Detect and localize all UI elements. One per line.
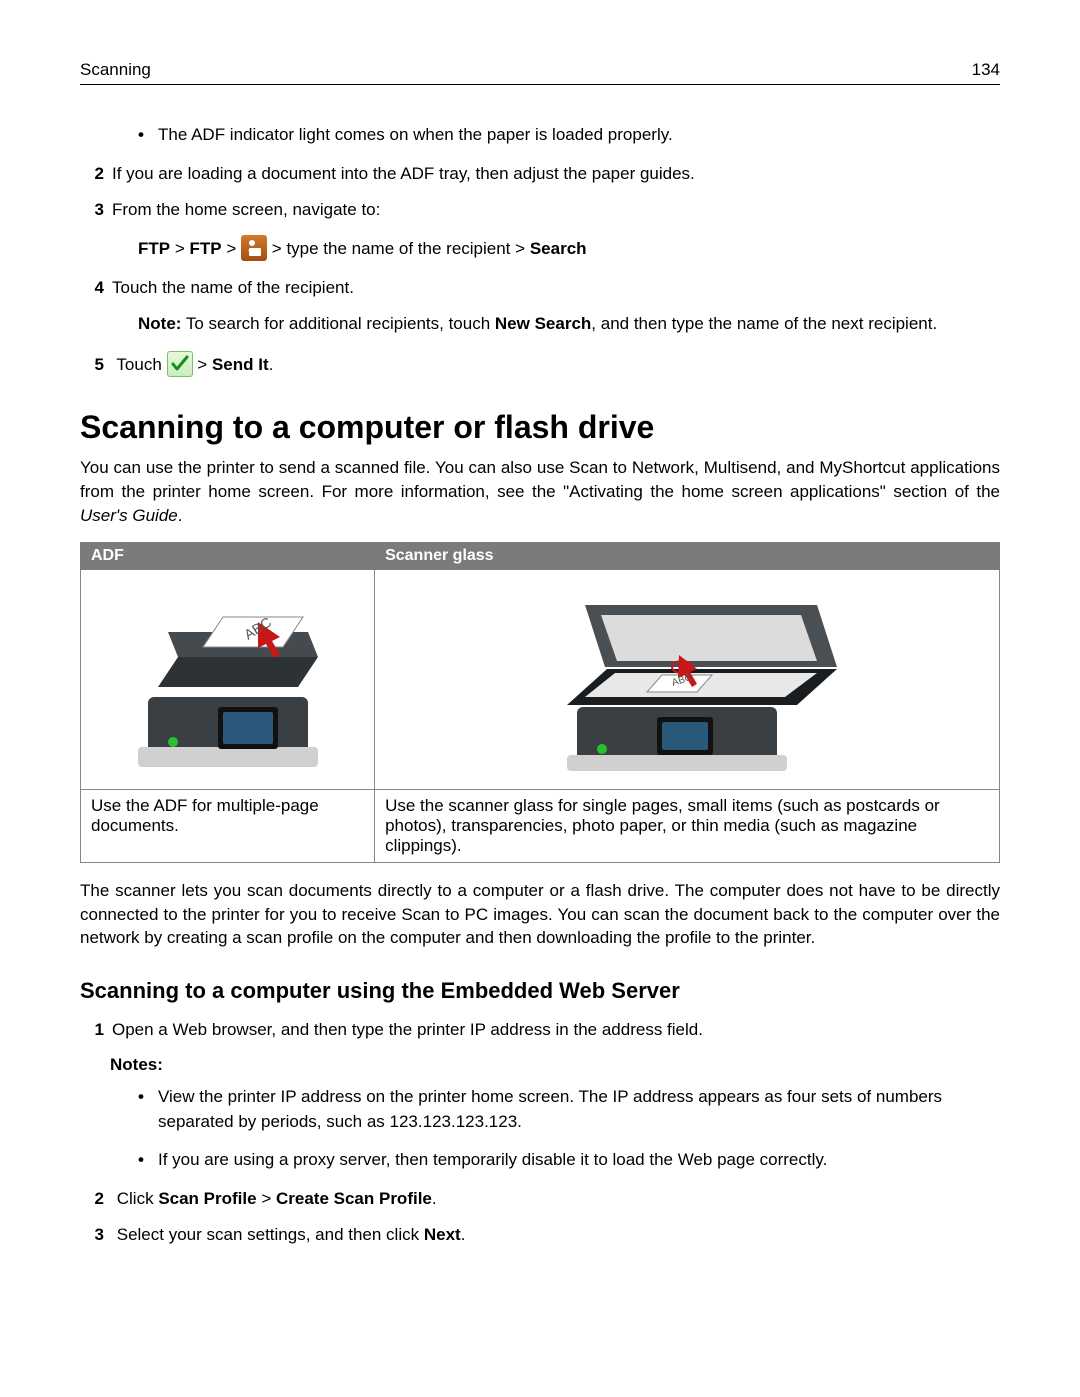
note-text-b: , and then type the name of the next rec… <box>591 314 937 333</box>
ews-step-3-a: Select your scan settings, and then clic… <box>117 1225 419 1244</box>
step-2: 2 If you are loading a document into the … <box>80 162 1000 187</box>
ews-step-2: 2 Click Scan Profile > Create Scan Profi… <box>80 1187 1000 1212</box>
scanner-glass-illustration: ABC <box>497 577 877 777</box>
ews-step-2-period: . <box>432 1189 437 1208</box>
notes-label: Notes: <box>110 1055 1000 1075</box>
step-number: 2 <box>80 1187 104 1212</box>
note-new-search: New Search <box>495 314 591 333</box>
intro-bullet: The ADF indicator light comes on when th… <box>138 123 1000 148</box>
path-search: Search <box>530 239 587 258</box>
header-page-number: 134 <box>972 60 1000 80</box>
step-4-note: Note: To search for additional recipient… <box>138 312 1000 337</box>
note-label: Note: <box>138 314 181 333</box>
ews-step-2-scan-profile: Scan Profile <box>158 1189 256 1208</box>
step-3: 3 From the home screen, navigate to: <box>80 198 1000 223</box>
section-heading: Scanning to a computer or flash drive <box>80 409 1000 446</box>
path-sep: > <box>197 355 207 374</box>
address-book-icon <box>241 235 267 261</box>
intro-bullet-text: The ADF indicator light comes on when th… <box>158 125 673 144</box>
step-number: 4 <box>80 276 104 301</box>
ews-note-1: View the printer IP address on the print… <box>138 1085 1000 1134</box>
scanner-glass-caption: Use the scanner glass for single pages, … <box>375 789 1000 862</box>
running-header: Scanning 134 <box>80 60 1000 85</box>
path-ftp-2: FTP <box>190 239 222 258</box>
step-5-period: . <box>269 355 274 374</box>
document-page: Scanning 134 The ADF indicator light com… <box>0 0 1080 1340</box>
step-number: 5 <box>80 353 104 378</box>
para1-period: . <box>178 506 183 525</box>
step-5-send-it: Send It <box>212 355 269 374</box>
path-ftp-1: FTP <box>138 239 170 258</box>
step-2-text: If you are loading a document into the A… <box>112 164 695 183</box>
step-number: 3 <box>80 1223 104 1248</box>
step-4-text: Touch the name of the recipient. <box>112 278 354 297</box>
path-sep: > <box>272 239 282 258</box>
step-4: 4 Touch the name of the recipient. <box>80 276 1000 301</box>
path-sep: > <box>226 239 236 258</box>
ews-step-1: 1 Open a Web browser, and then type the p… <box>80 1018 1000 1043</box>
header-section: Scanning <box>80 60 151 80</box>
path-type-recipient: type the name of the recipient <box>286 239 510 258</box>
path-sep: > <box>261 1189 271 1208</box>
adf-caption: Use the ADF for multiple-page documents. <box>81 789 375 862</box>
table-header-adf: ADF <box>81 542 375 569</box>
note-text-a: To search for additional recipients, tou… <box>186 314 490 333</box>
ews-step-3: 3 Select your scan settings, and then cl… <box>80 1223 1000 1248</box>
adf-image-cell: ABC <box>81 569 375 789</box>
para1-users-guide: User's Guide <box>80 506 178 525</box>
path-sep: > <box>175 239 185 258</box>
step-5-text-a: Touch <box>116 355 161 374</box>
ews-step-3-next: Next <box>424 1225 461 1244</box>
checkmark-icon <box>167 351 193 377</box>
ews-note-1-text: View the printer IP address on the print… <box>158 1087 942 1131</box>
subsection-heading: Scanning to a computer using the Embedde… <box>80 978 1000 1004</box>
adf-printer-illustration: ABC <box>108 577 348 777</box>
step-number: 2 <box>80 162 104 187</box>
scanner-glass-image-cell: ABC <box>375 569 1000 789</box>
scanner-description: The scanner lets you scan documents dire… <box>80 879 1000 950</box>
ews-step-2-a: Click <box>117 1189 154 1208</box>
step-5: 5 Touch > Send It. <box>80 351 1000 378</box>
step-number: 3 <box>80 198 104 223</box>
para1-text: You can use the printer to send a scanne… <box>80 458 1000 501</box>
ews-step-3-period: . <box>461 1225 466 1244</box>
step-number: 1 <box>80 1018 104 1043</box>
ews-step-2-create: Create Scan Profile <box>276 1189 432 1208</box>
section-intro: You can use the printer to send a scanne… <box>80 456 1000 527</box>
step-3-text: From the home screen, navigate to: <box>112 200 380 219</box>
scanner-comparison-table: ADF Scanner glass ABC <box>80 542 1000 863</box>
ews-note-2: If you are using a proxy server, then te… <box>138 1148 1000 1173</box>
step-3-path: FTP > FTP > > type the name of the recip… <box>138 235 1000 262</box>
table-header-scanner-glass: Scanner glass <box>375 542 1000 569</box>
path-sep: > <box>515 239 525 258</box>
ews-note-2-text: If you are using a proxy server, then te… <box>158 1150 827 1169</box>
ews-step-1-text: Open a Web browser, and then type the pr… <box>112 1020 703 1039</box>
